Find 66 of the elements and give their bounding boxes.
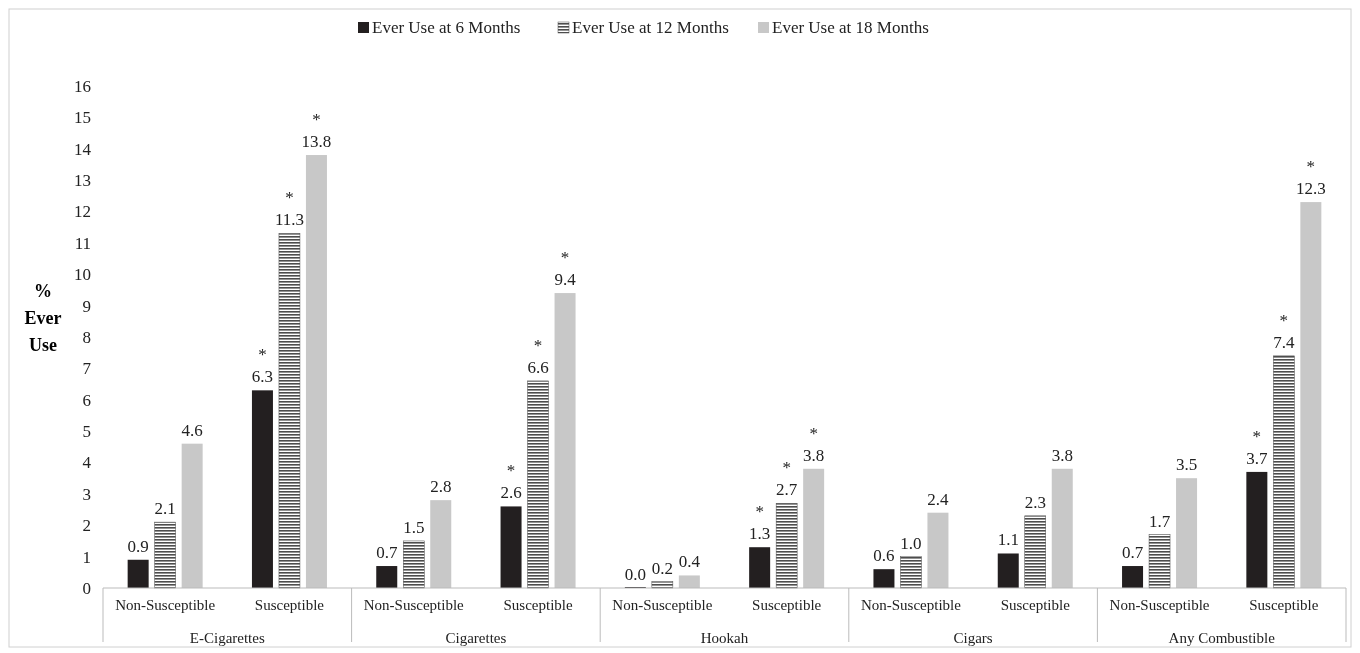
legend-label: Ever Use at 6 Months xyxy=(372,18,521,37)
x-tick-label: Non-Susceptible xyxy=(115,597,216,613)
data-label: 0.7 xyxy=(1121,543,1144,563)
x-tick-label: Susceptible xyxy=(1000,597,1071,613)
data-label: * 6.6 xyxy=(527,335,549,377)
data-label: * 3.7 xyxy=(1246,426,1268,468)
y-tick-label: 2 xyxy=(82,516,91,536)
y-tick-label: 5 xyxy=(82,422,91,442)
data-label: 3.8 xyxy=(1051,445,1073,465)
y-tick-label: 15 xyxy=(74,108,91,128)
x-tick-label: Susceptible xyxy=(503,597,573,613)
text: Cigars xyxy=(953,630,993,646)
x-tick-label: Susceptible xyxy=(254,597,325,613)
x-tick-label: Non-Susceptible xyxy=(363,597,465,613)
data-label: 2.8 xyxy=(430,477,452,497)
x-tick-label: Susceptible xyxy=(1249,597,1319,613)
data-label: 0.6 xyxy=(873,546,895,566)
data-label: * 3.8 xyxy=(803,423,825,465)
legend-label: Ever Use at 12 Months xyxy=(572,18,729,37)
data-label: * 12.3 xyxy=(1295,157,1326,199)
x-tick-label: Non-Susceptible xyxy=(612,597,713,613)
y-tick-label: 9 xyxy=(82,296,91,316)
y-tick-label: 11 xyxy=(74,233,91,253)
data-label: 1.0 xyxy=(900,533,922,553)
data-label: * 9.4 xyxy=(554,248,577,290)
y-tick-label: 8 xyxy=(82,327,91,347)
text: Hookah xyxy=(700,630,749,646)
data-label: 2.1 xyxy=(154,499,176,519)
data-label: 1.5 xyxy=(403,517,425,537)
data-label: 0.0 xyxy=(624,565,646,584)
y-tick-label: 0 xyxy=(82,578,91,598)
x-tick-label: Susceptible xyxy=(752,597,822,613)
y-tick-label: 12 xyxy=(74,202,91,222)
data-label: 2.4 xyxy=(927,489,950,509)
text: E-Cigarettes xyxy=(189,630,265,646)
y-tick-label: 3 xyxy=(82,484,91,504)
x-tick-label: Non-Susceptible xyxy=(860,597,962,613)
y-tick-label: 14 xyxy=(74,139,92,159)
y-tick-label: 10 xyxy=(74,265,91,285)
text: Any Combustible xyxy=(1168,630,1276,646)
y-tick-label: 6 xyxy=(82,390,91,410)
y-tick-label: 4 xyxy=(82,453,92,473)
data-label: 4.6 xyxy=(181,420,203,440)
y-tick-label: 7 xyxy=(82,359,92,379)
data-label: 0.7 xyxy=(376,543,398,563)
data-label: 1.1 xyxy=(997,530,1019,550)
data-label: * 6.3 xyxy=(251,345,274,387)
data-label: * 11.3 xyxy=(274,188,305,230)
y-tick-label: 16 xyxy=(74,76,91,96)
y-tick-label: 1 xyxy=(82,547,91,567)
data-label: 0.2 xyxy=(651,558,673,578)
x-tick-label: Non-Susceptible xyxy=(1109,597,1210,613)
y-tick-label: 13 xyxy=(74,171,91,191)
data-label: 2.3 xyxy=(1024,492,1046,512)
legend-label: Ever Use at 18 Months xyxy=(772,18,929,37)
data-label: 3.5 xyxy=(1175,455,1198,475)
data-label: * 2.7 xyxy=(776,458,798,500)
data-label: * 7.4 xyxy=(1273,310,1295,352)
data-label: * 2.6 xyxy=(500,461,522,503)
data-label: * 1.3 xyxy=(749,502,771,544)
data-label: 0.4 xyxy=(678,552,701,572)
data-label: 0.9 xyxy=(127,536,149,556)
y-axis-title: % Ever Use xyxy=(24,281,62,355)
text: Cigarettes xyxy=(445,630,507,646)
data-label: * 13.8 xyxy=(301,110,332,152)
data-label: 1.7 xyxy=(1148,511,1171,531)
